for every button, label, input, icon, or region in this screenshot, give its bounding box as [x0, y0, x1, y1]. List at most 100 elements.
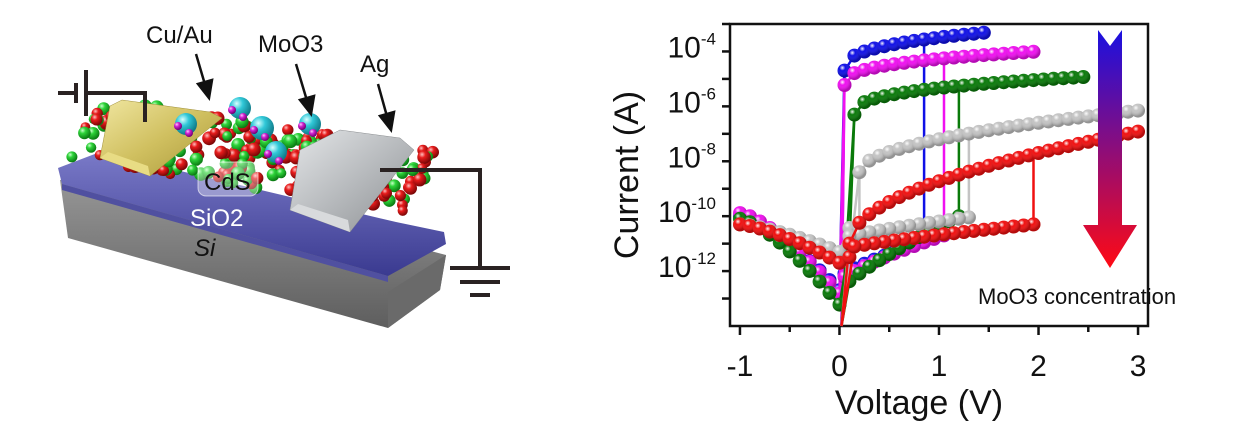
s-atom [394, 190, 406, 202]
o-atom [250, 126, 258, 134]
data-point-highlight [1006, 46, 1021, 60]
iv-chart: -1 0 1 2 3 10-4 10-6 10-8 10-10 10-12 MoO3 conce… [608, 22, 1176, 422]
series-layer [733, 25, 1145, 327]
cd-atom [187, 164, 199, 176]
data-point-highlight [837, 78, 852, 92]
s-atom [227, 148, 241, 162]
channel-label: CdS [204, 169, 251, 196]
x-axis-label: Voltage (V) [835, 384, 1003, 422]
data-point-highlight [842, 250, 857, 265]
moo3-cluster [228, 97, 251, 121]
cd-atom [219, 158, 230, 169]
cd-atom [66, 151, 78, 163]
mo-atom [229, 97, 251, 119]
o-atom [185, 129, 193, 137]
data-point-highlight [1066, 70, 1081, 85]
cd-atom [237, 158, 248, 170]
data-point-highlight [1046, 71, 1061, 86]
data-point-highlight [802, 263, 817, 278]
o-atom [228, 106, 236, 114]
data-point-highlight [1131, 124, 1145, 139]
cd-atom [242, 175, 253, 186]
mo-atom [299, 113, 321, 135]
ag-electrode-front [290, 204, 350, 232]
cd-atom [78, 126, 91, 140]
o-atom [239, 113, 247, 121]
s-atom [158, 165, 170, 177]
data-point-highlight [862, 259, 877, 274]
data-point-highlight [1131, 103, 1145, 118]
y-tick-label: 10-6 [668, 84, 717, 119]
cd-atom [387, 179, 401, 193]
x-tick-label: 2 [1030, 350, 1047, 383]
moo3-clusters [174, 97, 321, 165]
data-point-highlight [1026, 44, 1041, 59]
cd-atom [283, 134, 298, 149]
label-arrows [194, 53, 396, 133]
mo-atom [175, 113, 197, 135]
data-point-highlight [852, 215, 867, 230]
moo3-label: MoO3 [258, 31, 323, 58]
s-atom [404, 181, 417, 195]
s-atom [413, 173, 427, 187]
o-atom [264, 150, 272, 158]
data-point-highlight [852, 165, 867, 180]
data-point-highlight [966, 77, 981, 92]
data-point-highlight [946, 79, 961, 94]
data-point-highlight [1056, 71, 1071, 86]
o-atom [298, 122, 306, 130]
data-point-highlight [782, 244, 797, 259]
x-axis-ticks: -1 0 1 2 3 [727, 326, 1147, 383]
substrate-label: Si [194, 235, 216, 262]
data-point-highlight [966, 48, 981, 63]
mo-atom [250, 116, 274, 140]
o-atom [174, 122, 182, 130]
y-axis-label: Current (A) [608, 91, 646, 259]
cd-atom [276, 168, 287, 179]
data-point-highlight [822, 285, 837, 300]
data-point-highlight [1076, 70, 1091, 84]
mo-atom [265, 141, 287, 163]
s-atom [175, 158, 188, 171]
x-tick-label: -1 [727, 350, 754, 383]
x-tick-label: 1 [931, 350, 948, 383]
s-atom [247, 142, 261, 157]
data-point-highlight [847, 107, 862, 122]
y-axis-ticks: 10-4 10-6 10-8 10-10 10-12 [658, 22, 730, 300]
voltage-source-icon [58, 70, 147, 122]
s-atom [213, 171, 224, 183]
data-point-highlight [946, 50, 961, 65]
cd-atom [202, 165, 216, 179]
ground-icon [380, 168, 510, 297]
moo3-cluster [174, 113, 197, 137]
o-atom [309, 129, 317, 137]
data-point-highlight [847, 239, 862, 254]
data-point-highlight [1026, 73, 1041, 88]
cd-atom [266, 168, 280, 182]
s-atom [282, 124, 294, 136]
cd-atom [222, 131, 233, 142]
o-atom [275, 157, 283, 165]
sio2-layer [58, 152, 446, 276]
cd-atom [223, 173, 234, 185]
s-atom [251, 171, 264, 185]
x-tick-label: 3 [1130, 350, 1147, 383]
s-atom [190, 140, 203, 153]
data-point-highlight [862, 207, 877, 222]
y-tick-label: 10-4 [668, 29, 717, 64]
y-tick-label: 10-12 [658, 249, 716, 284]
s-atom [417, 150, 431, 164]
cd-atom [221, 118, 232, 130]
moo3-cluster [250, 116, 274, 141]
annotation-text: MoO3 concentration [978, 284, 1176, 309]
sio2-edge [62, 184, 388, 282]
s-atom [209, 127, 221, 139]
s-atom [381, 187, 392, 199]
y-tick-label: 10-8 [668, 139, 717, 174]
cd-atom [189, 152, 203, 166]
data-point-highlight [792, 253, 807, 268]
si-side [388, 255, 446, 328]
data-point-highlight [852, 266, 867, 281]
s-atom [397, 205, 408, 216]
data-point-highlight [1016, 45, 1031, 60]
